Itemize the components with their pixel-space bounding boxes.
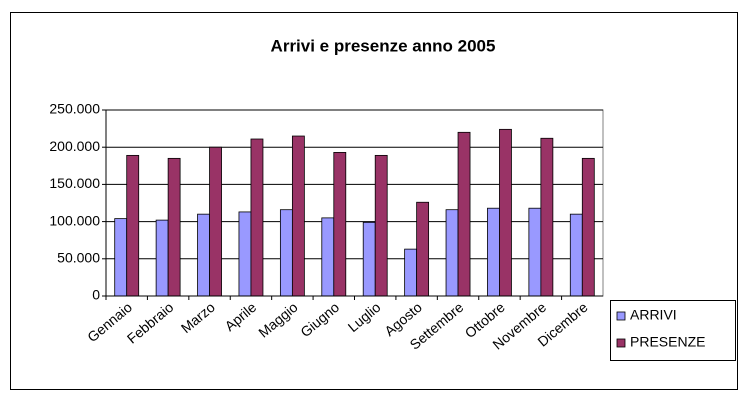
bar xyxy=(250,138,264,297)
y-tick-label: 50.000 xyxy=(57,250,100,266)
legend-label: PRESENZE xyxy=(630,334,705,350)
bar xyxy=(499,128,512,297)
y-tick-label: 200.000 xyxy=(49,138,100,154)
legend-box xyxy=(610,300,736,361)
y-tick-label: 150.000 xyxy=(49,175,100,191)
bar xyxy=(569,213,583,297)
bar xyxy=(445,209,459,297)
bar xyxy=(114,218,128,297)
bar xyxy=(291,135,305,297)
bar xyxy=(362,221,376,297)
y-tick-label: 250.000 xyxy=(49,101,100,117)
bar xyxy=(404,248,418,297)
bar xyxy=(279,209,293,297)
bar xyxy=(581,157,595,297)
bar xyxy=(540,137,554,297)
legend-swatch xyxy=(616,311,626,321)
bar xyxy=(487,207,500,297)
bar xyxy=(528,207,542,297)
bar xyxy=(457,131,471,297)
legend-label: ARRIVI xyxy=(630,307,677,323)
bar xyxy=(333,152,347,297)
y-tick-label: 100.000 xyxy=(49,212,100,228)
bar xyxy=(155,219,169,297)
y-tick-label: 0 xyxy=(92,287,100,303)
bar xyxy=(374,154,388,297)
bar xyxy=(321,217,335,297)
legend-swatch xyxy=(616,338,626,348)
bar xyxy=(167,157,181,297)
bar xyxy=(209,146,222,297)
bar xyxy=(126,154,140,297)
bar xyxy=(197,213,210,297)
chart-title: Arrivi e presenze anno 2005 xyxy=(271,36,496,55)
bar xyxy=(238,211,252,297)
bar xyxy=(416,201,430,297)
plot-area xyxy=(105,109,604,297)
